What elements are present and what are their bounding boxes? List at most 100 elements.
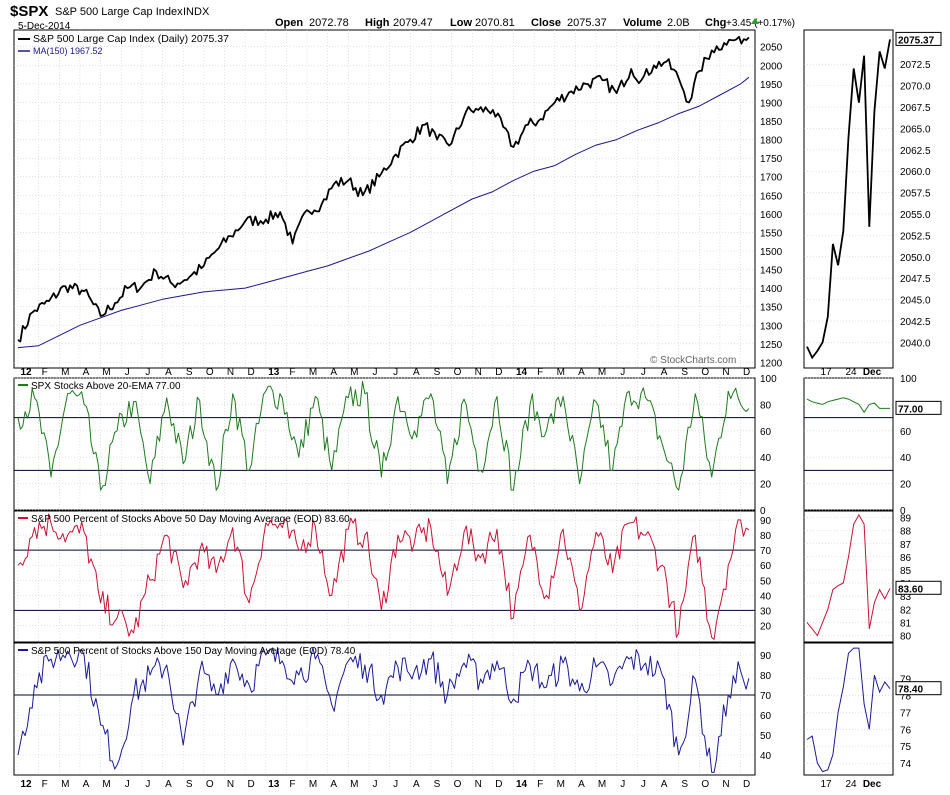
zoom-y-tick-label: 100 [900, 374, 917, 385]
volume-label: Volume [623, 17, 662, 29]
x-tick-label: A [165, 367, 172, 378]
up-arrow-icon [751, 18, 759, 24]
y-tick-label: 1450 [760, 266, 783, 277]
panel-frame [13, 377, 756, 511]
symbol: $SPX [10, 3, 48, 20]
zoom-y-tick-label: 2070.0 [900, 82, 931, 93]
series-line-1 [17, 647, 750, 773]
x-tick-label: M [350, 779, 358, 790]
y-tick-label: 40 [760, 453, 772, 464]
zoom-y-tick-label: 79 [900, 675, 912, 686]
x-tick-label: 13 [268, 367, 280, 378]
x-tick-label: A [330, 779, 337, 790]
low-value: 2070.81 [475, 17, 515, 29]
last-value-label: 77.00 [898, 404, 923, 415]
zoom-y-tick-label: 40 [900, 453, 912, 464]
x-tick-label: M [309, 779, 317, 790]
x-tick-label: S [681, 779, 688, 790]
y-tick-label: 2050 [760, 43, 783, 54]
series-line-1 [17, 513, 750, 640]
y-tick-label: 80 [760, 671, 772, 682]
zoom-series-line [806, 647, 891, 773]
legend-price: S&P 500 Large Cap Index (Daily) 2075.37 [33, 33, 229, 45]
x-tick-label: A [413, 779, 420, 790]
y-tick-label: 40 [760, 591, 772, 602]
panel-title: S&P 500 Percent of Stocks Above 50 Day M… [31, 514, 350, 525]
zoom-series-line [806, 513, 891, 637]
series-line-1 [17, 380, 750, 491]
zoom-y-tick-label: 82 [900, 605, 912, 616]
x-tick-label: F [42, 779, 48, 790]
exchange: INDX [183, 6, 210, 18]
y-tick-label: 1650 [760, 191, 783, 202]
zoom-x-tick-label: Dec [863, 779, 882, 790]
x-tick-label: J [641, 367, 646, 378]
zoom-y-tick-label: 76 [900, 725, 912, 736]
y-tick-label: 50 [760, 731, 772, 742]
panel-title: S&P 500 Percent of Stocks Above 150 Day … [31, 646, 356, 657]
y-tick-label: 90 [760, 516, 772, 527]
x-tick-label: J [372, 779, 377, 790]
x-tick-label: A [578, 367, 585, 378]
x-tick-label: O [701, 367, 709, 378]
x-tick-label: M [598, 367, 606, 378]
x-tick-label: S [434, 779, 441, 790]
x-tick-label: J [393, 779, 398, 790]
zoom-y-tick-label: 2040.0 [900, 338, 931, 349]
zoom-panel-3: 8081828384858687888983.60 [803, 510, 942, 643]
y-tick-label: 1300 [760, 321, 783, 332]
panel-3: 20 30 40 50 60 70 80 90 S&P 500 Percent of Stock… [13, 510, 942, 643]
chart-date: 5-Dec-2014 [18, 21, 71, 32]
x-tick-label: J [620, 779, 625, 790]
x-tick-label: N [475, 367, 482, 378]
x-tick-label: O [701, 779, 709, 790]
open-label: Open [275, 17, 303, 29]
close-label: Close [531, 17, 561, 29]
high-value: 2079.47 [393, 17, 433, 29]
time-axis: 12 F M A M J J A S O N D 13 F M A M J J A S O N D 14 F M A M J J A S O N D 1… [20, 367, 881, 378]
x-tick-label: D [495, 367, 502, 378]
zoom-y-tick-label: 77 [900, 708, 912, 719]
x-tick-label: M [557, 367, 565, 378]
x-tick-label: O [206, 367, 214, 378]
x-tick-label: J [145, 779, 150, 790]
zoom-x-tick-label: 24 [845, 367, 857, 378]
time-axis: 12 F M A M J J A S O N D 13 F M A M J J A S O N D 14 F M A M J J A S O N D 1… [20, 779, 881, 790]
x-tick-label: M [61, 779, 69, 790]
ohlc-readout: Open 2072.78 High 2079.47 Low 2070.81 Cl… [275, 17, 795, 29]
last-value-box [895, 580, 942, 595]
zoom-frame [803, 510, 894, 643]
x-tick-label: A [165, 779, 172, 790]
zoom-frame [803, 642, 894, 776]
x-tick-label: 14 [516, 367, 528, 378]
series-line-1 [17, 35, 750, 343]
zoom-y-tick-label: 20 [900, 480, 912, 491]
y-tick-label: 1350 [760, 303, 783, 314]
x-tick-label: F [537, 367, 543, 378]
last-value-label: 83.60 [898, 584, 923, 595]
y-tick-label: 1900 [760, 98, 783, 109]
y-tick-label: 1550 [760, 228, 783, 239]
y-tick-label: 80 [760, 531, 772, 542]
x-tick-label: M [598, 779, 606, 790]
y-tick-label: 20 [760, 621, 772, 632]
zoom-panel-1: 2040.0 2042.5 2045.0 2047.5 2050.0 2052.5 2055… [803, 29, 942, 369]
x-tick-label: M [102, 367, 110, 378]
y-tick-label: 60 [760, 427, 772, 438]
y-tick-label: 1250 [760, 340, 783, 351]
zoom-y-tick-label: 86 [900, 553, 912, 564]
x-tick-label: M [61, 367, 69, 378]
x-tick-label: S [186, 367, 193, 378]
y-tick-label: 1500 [760, 247, 783, 258]
x-tick-label: M [557, 779, 565, 790]
x-tick-label: D [247, 779, 254, 790]
zoom-y-tick-label: 87 [900, 540, 912, 551]
high-label: High [365, 17, 390, 29]
zoom-y-tick-label: 2057.5 [900, 189, 931, 200]
x-tick-label: A [83, 367, 90, 378]
x-tick-label: O [454, 367, 462, 378]
zoom-y-tick-label: 89 [900, 514, 912, 525]
y-tick-label: 1200 [760, 358, 783, 369]
y-tick-label: 1600 [760, 210, 783, 221]
